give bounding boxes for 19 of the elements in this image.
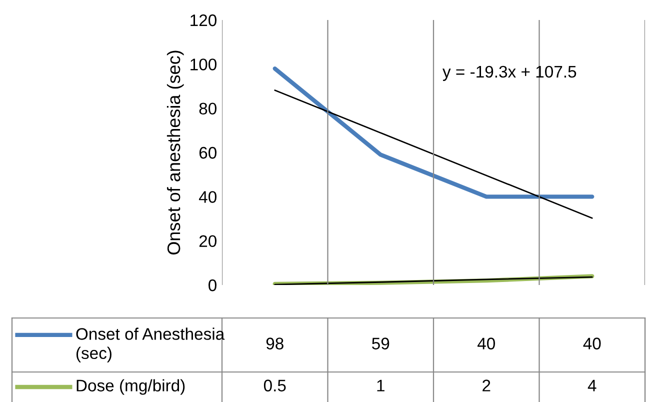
legend-label: Dose (mg/bird) — [76, 379, 185, 395]
y-tick-label: 20 — [199, 235, 216, 248]
data-label: 98 — [266, 338, 284, 350]
data-label: 40 — [583, 338, 601, 350]
data-label: 59 — [372, 338, 390, 350]
data-label: 1 — [377, 380, 384, 392]
y-tick-label: 0 — [208, 279, 216, 292]
data-label: 4 — [588, 380, 596, 392]
data-label: 2 — [482, 380, 490, 392]
y-tick-label: 40 — [198, 191, 216, 203]
y-tick-label: 60 — [199, 146, 216, 159]
annotation: y = -19.3x + 107.5 — [442, 66, 576, 81]
data-label: 0.5 — [264, 380, 286, 392]
y-tick-label: 120 — [190, 14, 216, 26]
y-tick-label: 80 — [199, 102, 216, 115]
data-label: 40 — [477, 338, 495, 350]
legend-label: Onset of Anesthesia (sec) — [76, 328, 225, 362]
y-axis-title: Onset of anesthesia (sec) — [166, 50, 184, 255]
y-tick-label: 100 — [190, 58, 216, 70]
